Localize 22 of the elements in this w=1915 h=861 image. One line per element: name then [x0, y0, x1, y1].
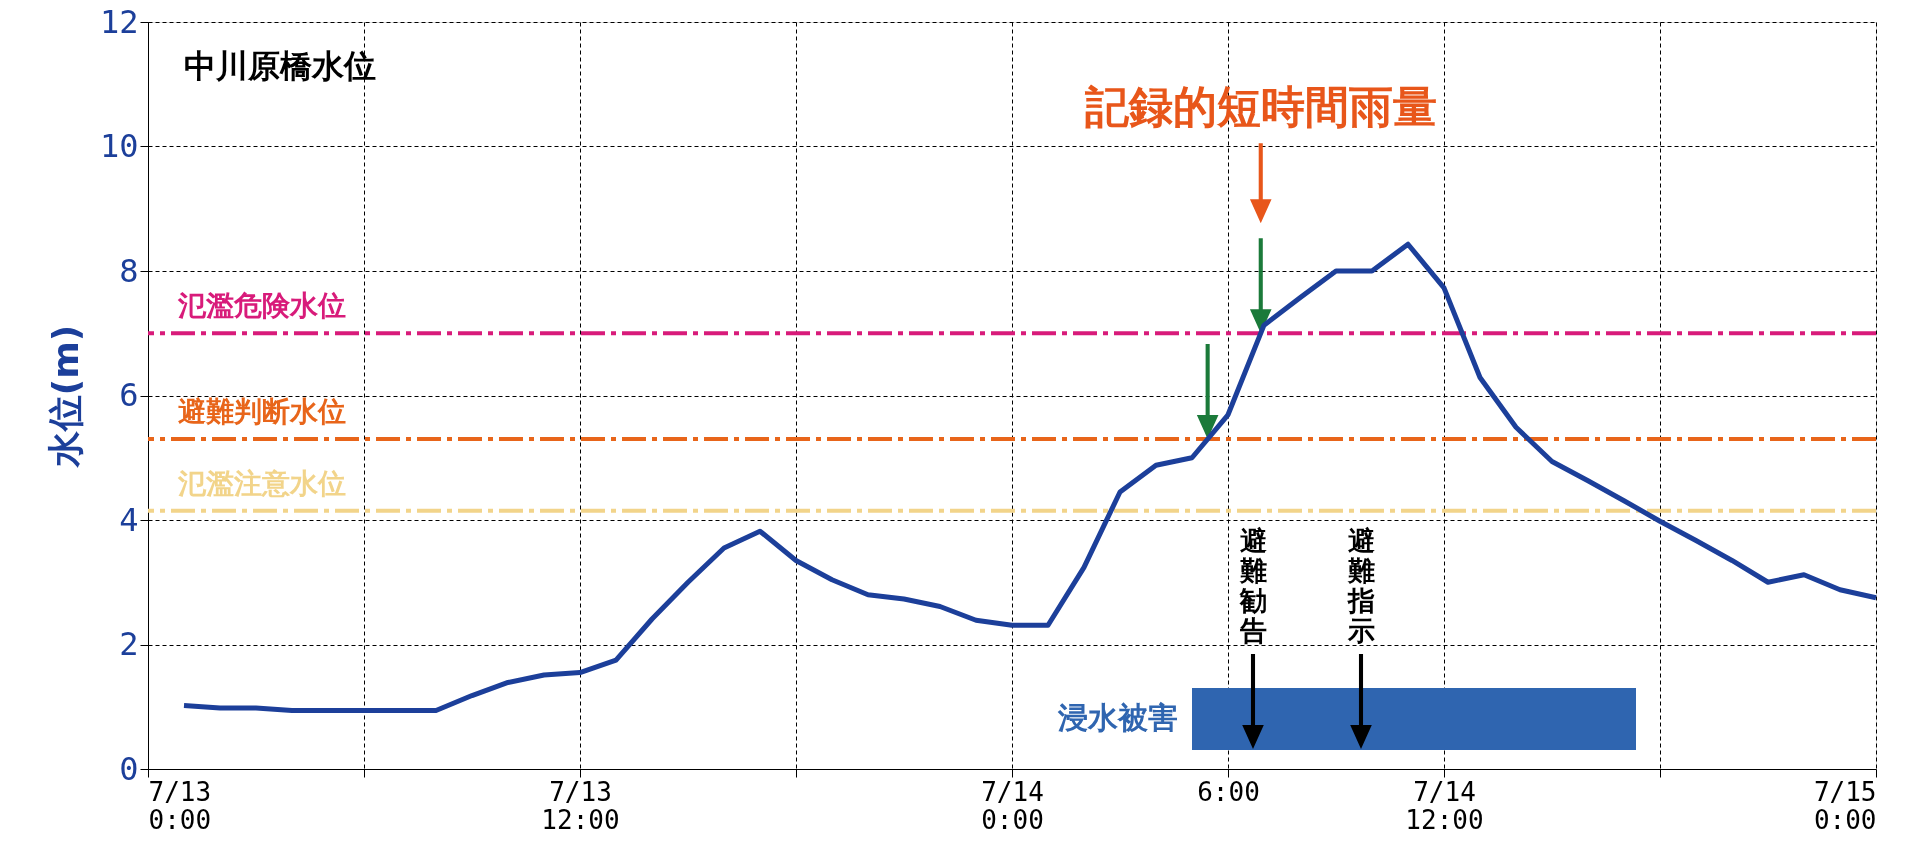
ref-line-label: 避難判断水位: [178, 395, 346, 429]
y-tick-label: 0: [119, 749, 139, 788]
annotation: 避難勧告: [1238, 525, 1267, 646]
x-tick-label: 7/15 0:00: [1813, 776, 1877, 835]
x-tick-label: 7/14 0:00: [981, 776, 1044, 835]
y-tick-label: 4: [119, 500, 139, 539]
x-tick-label: 7/13 12:00: [541, 776, 620, 835]
x-tick-label: 7/13 0:00: [148, 776, 212, 835]
y-axis-title: 水位(m): [44, 324, 86, 469]
annotation: 記録的短時間雨量: [1083, 81, 1437, 133]
y-tick-label: 8: [119, 251, 139, 290]
band-label: 浸水被害: [1057, 700, 1178, 735]
ref-line-label: 氾濫危険水位: [177, 289, 346, 323]
text: 中川原橋水位: [184, 47, 376, 85]
x-tick-label: 6:00: [1197, 776, 1260, 807]
annotation: 避難指示: [1346, 525, 1375, 646]
y-tick-label: 12: [99, 2, 139, 41]
y-tick-label: 10: [99, 127, 139, 165]
y-tick-label: 2: [119, 625, 139, 663]
y-tick-label: 6: [119, 376, 139, 414]
ref-line-label: 氾濫注意水位: [177, 466, 346, 500]
x-tick-label: 7/14 12:00: [1405, 776, 1484, 835]
